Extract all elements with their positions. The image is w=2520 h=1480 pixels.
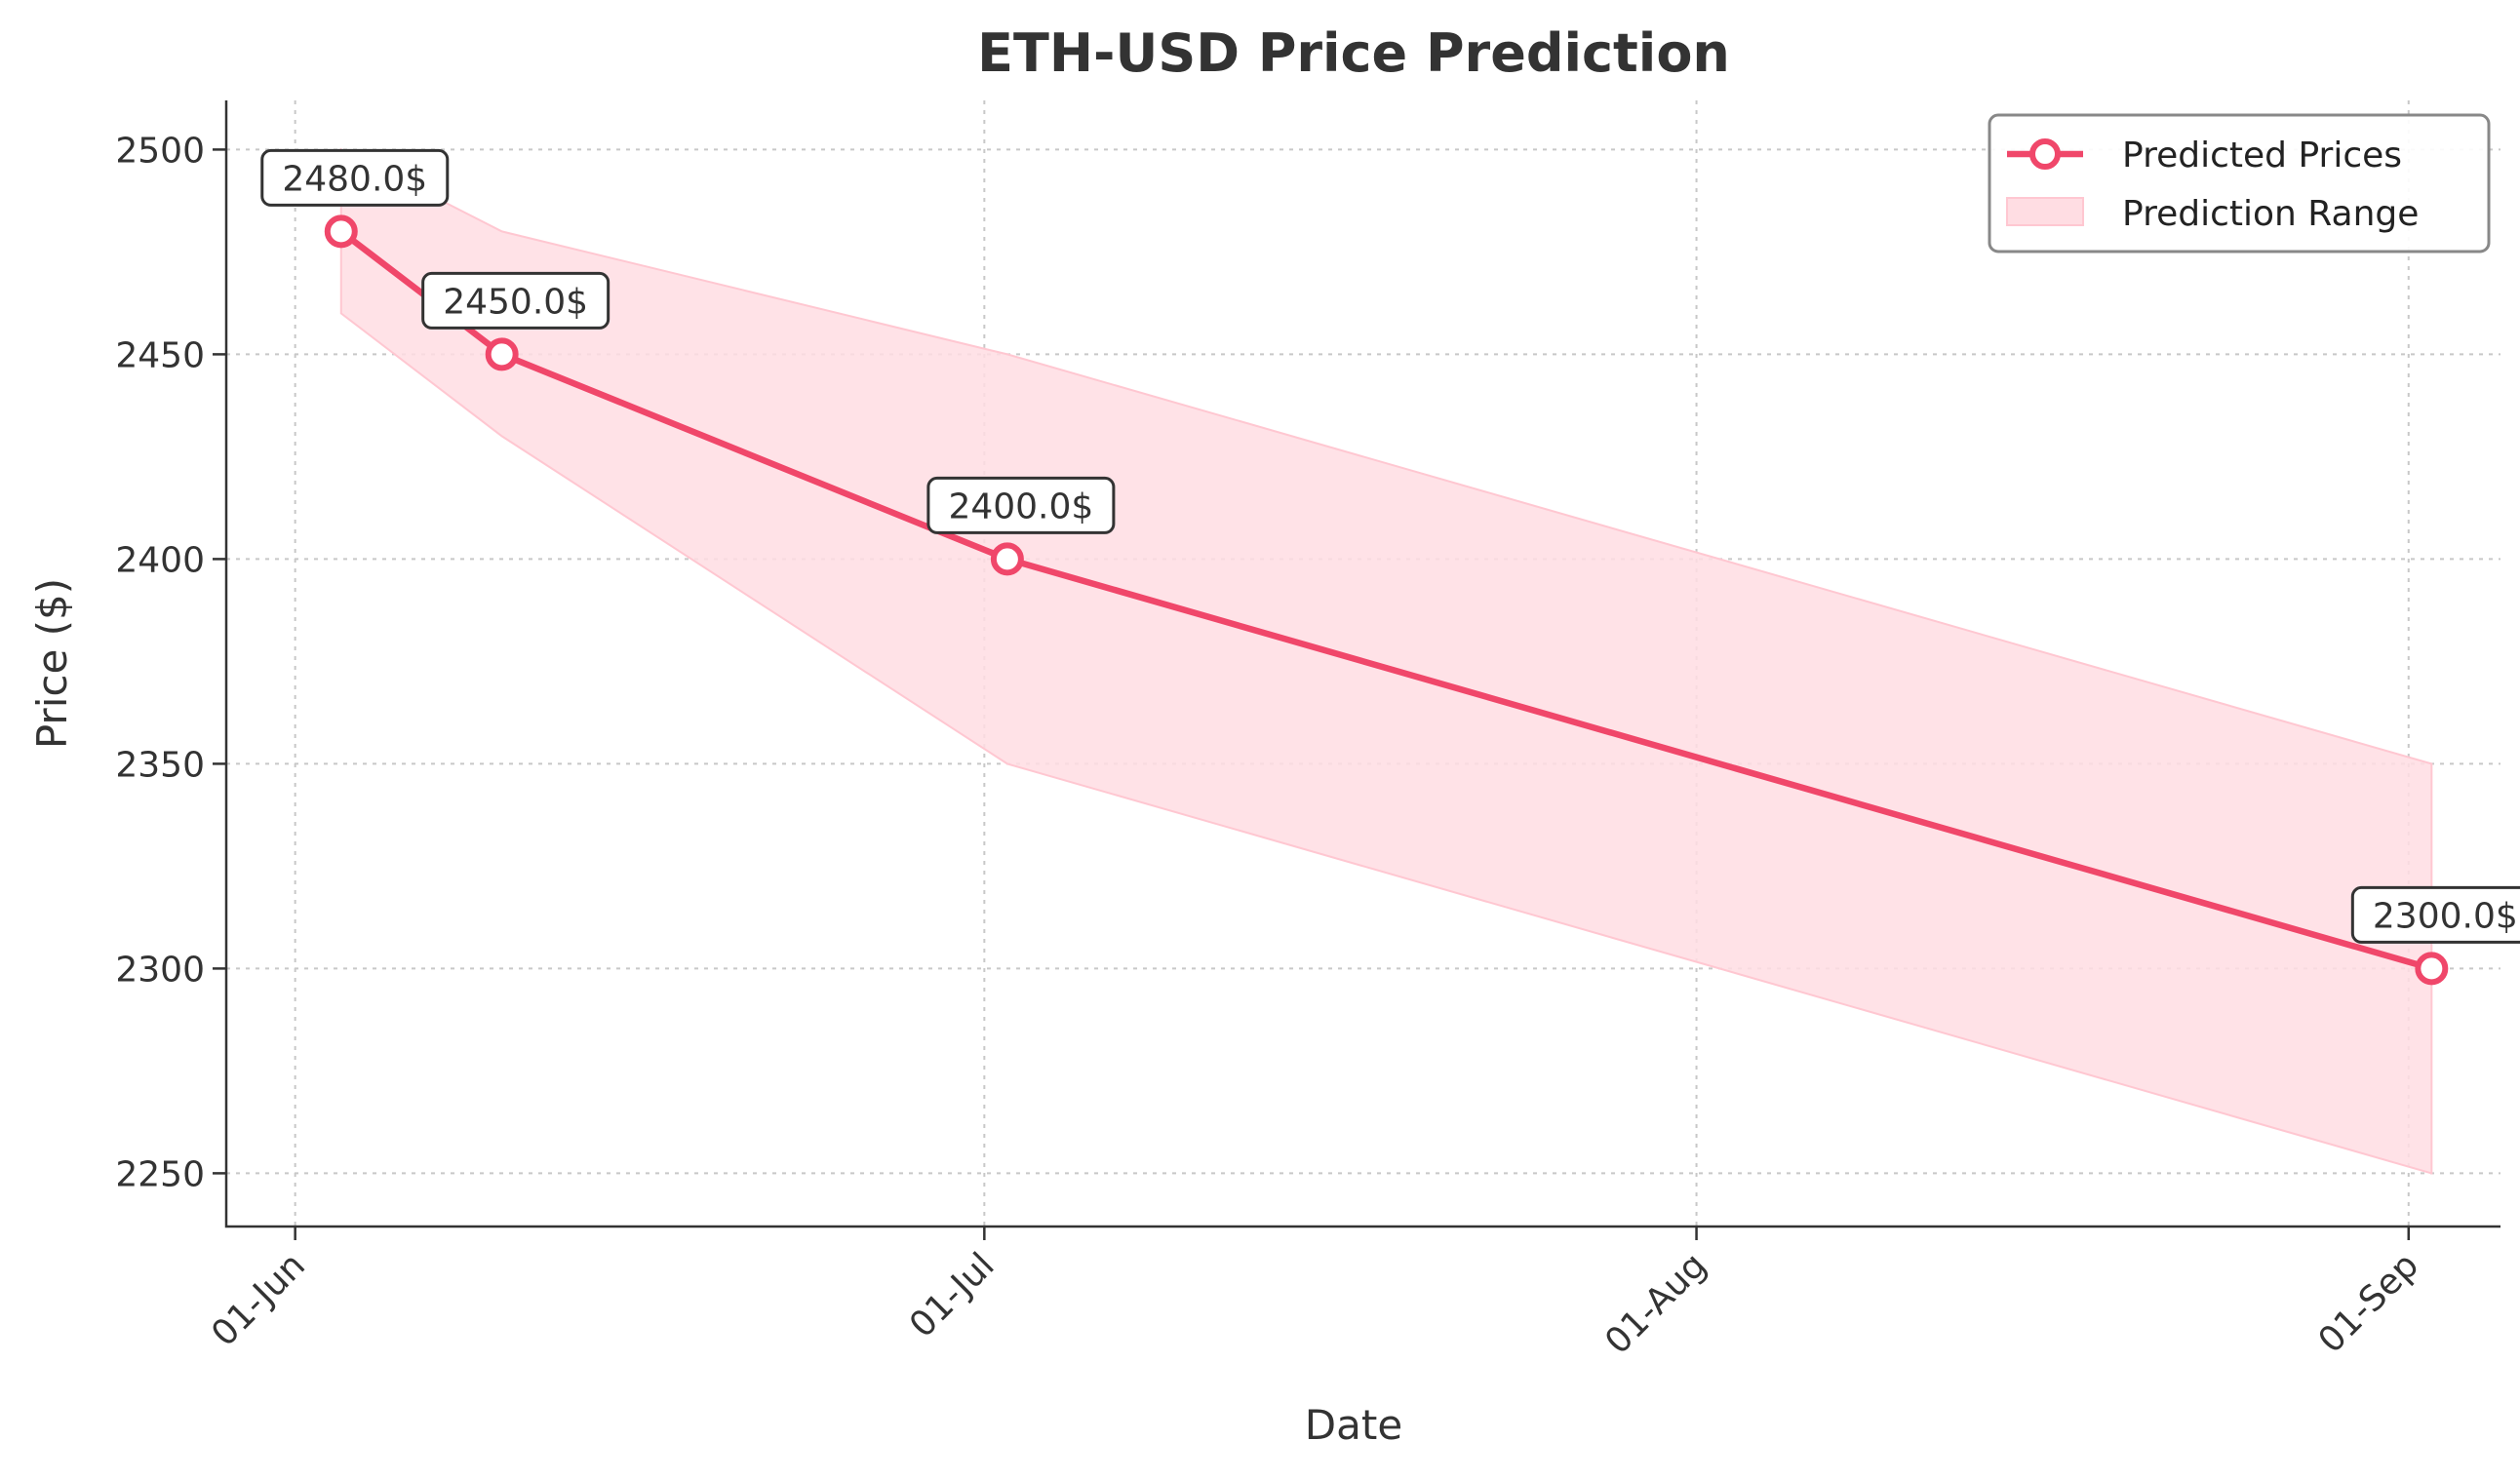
data-label-box xyxy=(260,148,450,207)
y-tick-label: 2300 xyxy=(115,950,205,990)
x-axis-label: Date xyxy=(1305,1401,1402,1449)
x-tick-label: 01-Jun xyxy=(204,1245,313,1354)
x-tick-label: 01-Aug xyxy=(1597,1245,1714,1362)
axis-spines xyxy=(224,100,2500,1228)
y-tick-label: 2350 xyxy=(115,745,205,785)
data-label: 2400.0$ xyxy=(948,487,1093,526)
y-tick-label: 2250 xyxy=(115,1154,205,1194)
y-tick-label: 2500 xyxy=(115,131,205,171)
chart-title: ETH-USD Price Prediction xyxy=(977,22,1730,84)
predicted-price-point xyxy=(2415,952,2449,986)
data-label: 2300.0$ xyxy=(2373,896,2518,936)
y-tick-label: 2400 xyxy=(115,540,205,580)
legend-label-predicted: Predicted Prices xyxy=(2122,136,2402,175)
legend-box xyxy=(1988,113,2491,253)
data-label-box xyxy=(926,476,1116,534)
y-tick-label: 2450 xyxy=(115,335,205,375)
predicted-price-point xyxy=(485,337,519,371)
x-tick-label: 01-Jul xyxy=(902,1245,1003,1345)
data-label: 2450.0$ xyxy=(443,282,588,322)
data-label: 2480.0$ xyxy=(282,159,427,199)
legend-label-range: Prediction Range xyxy=(2122,194,2419,234)
legend-range-swatch xyxy=(2006,197,2084,226)
predicted-price-point xyxy=(324,214,358,249)
data-label-box xyxy=(2350,885,2520,944)
predicted-price-point xyxy=(990,542,1024,576)
x-tick-label: 01-Sep xyxy=(2311,1245,2427,1361)
y-axis-label: Price ($) xyxy=(28,578,76,749)
data-label-box xyxy=(421,271,610,330)
prediction-range-band xyxy=(339,147,2433,1175)
legend-marker-swatch xyxy=(2029,138,2061,170)
